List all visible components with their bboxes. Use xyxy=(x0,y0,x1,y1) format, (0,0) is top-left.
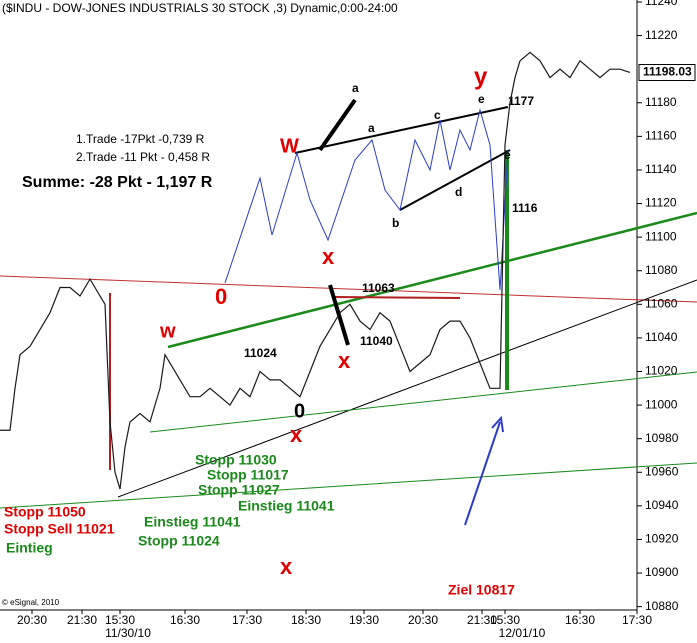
wave-label: a xyxy=(352,81,359,95)
wave-label: 0 xyxy=(215,284,227,309)
annotation: Stopp Sell 11021 xyxy=(4,521,115,537)
wave-line xyxy=(318,98,357,152)
annotation: Einstieg 11041 xyxy=(238,498,335,514)
y-tick-label: 11060 xyxy=(645,296,678,310)
copyright: © eSignal, 2010 xyxy=(2,598,60,607)
y-tick-label: 10940 xyxy=(645,498,679,512)
y-tick-label: 11160 xyxy=(645,129,677,143)
x-tick-label: 17:30 xyxy=(622,613,652,627)
x-tick-label: 16:30 xyxy=(170,613,200,627)
price-note: 11040 xyxy=(360,334,393,348)
date-label: 11/30/10 xyxy=(105,626,151,640)
price-note: 11024 xyxy=(244,346,277,360)
y-tick-label: 11240 xyxy=(645,0,678,8)
wave-label: w xyxy=(159,320,176,342)
annotation: Ziel 10817 xyxy=(448,582,515,598)
y-tick-label: 10980 xyxy=(645,431,679,445)
y-tick-label: 11180 xyxy=(645,95,677,109)
wave-line xyxy=(399,149,511,211)
wave-label: x xyxy=(338,348,351,373)
arrow-head xyxy=(491,415,504,433)
x-tick-label: 18:30 xyxy=(291,613,321,627)
annotation: 1.Trade -17Pkt -0,739 R xyxy=(76,132,205,146)
annotation: Stopp 11017 xyxy=(207,467,289,483)
date-label: 12/01/10 xyxy=(499,626,546,640)
y-tick-label: 11000 xyxy=(645,397,678,411)
wave-label: x xyxy=(280,554,293,579)
wave-label: b xyxy=(392,216,399,230)
price-note: 11063 xyxy=(362,281,395,295)
price-line xyxy=(0,51,631,490)
trend-line xyxy=(117,279,697,498)
x-tick-label: 15:30 xyxy=(105,613,135,627)
x-tick-label: 20:30 xyxy=(408,613,438,627)
level-line xyxy=(334,296,461,299)
wave-label: d xyxy=(455,185,462,199)
annotation: Stopp 11030 xyxy=(195,452,277,468)
wave-label: e xyxy=(478,92,485,106)
wave-path xyxy=(224,108,509,291)
annotation: Stopp 11024 xyxy=(138,533,220,549)
x-tick-label: 20:30 xyxy=(17,613,47,627)
trend-line xyxy=(0,275,697,303)
y-tick-label: 11020 xyxy=(645,364,678,378)
arrow xyxy=(464,421,501,526)
x-tick-label: 15:30 xyxy=(490,613,520,627)
annotation: Stopp 11027 xyxy=(198,482,280,498)
trend-line xyxy=(149,371,697,433)
price-note: 1116 xyxy=(512,201,538,215)
trend-line xyxy=(0,462,697,509)
wave-label: c xyxy=(434,108,441,122)
x-tick-label: 21:30 xyxy=(467,613,497,627)
wave-label: 0 xyxy=(294,400,305,422)
wave-label: x xyxy=(290,422,303,447)
price-note: 1177 xyxy=(508,94,534,108)
annotation: Summe: -28 Pkt - 1,197 R xyxy=(22,174,213,191)
x-tick-label: 17:30 xyxy=(232,613,262,627)
annotation: Einstieg 11041 xyxy=(144,514,241,530)
wave-label: a xyxy=(368,121,375,135)
y-tick-label: 11140 xyxy=(645,162,677,176)
chart-title: ($INDU - DOW-JONES INDUSTRIALS 30 STOCK … xyxy=(2,1,398,15)
trend-line xyxy=(167,211,697,349)
y-tick-label: 11080 xyxy=(645,263,678,277)
x-tick-label: 16:30 xyxy=(565,613,595,627)
annotation: 2.Trade -11 Pkt - 0,458 R xyxy=(76,150,210,164)
wave-label: y xyxy=(474,63,488,90)
y-tick-label: 11040 xyxy=(645,330,678,344)
y-tick-label: 11120 xyxy=(645,196,677,210)
last-price-box xyxy=(638,63,696,81)
y-tick-label: 10960 xyxy=(645,464,679,478)
y-tick-label: 11220 xyxy=(645,28,678,42)
y-tick-label: 10920 xyxy=(645,532,679,546)
y-tick-label: 10880 xyxy=(645,599,679,613)
x-tick-label: 19:30 xyxy=(349,613,379,627)
last-price-label: 11198.03 xyxy=(643,65,692,79)
wave-label: W xyxy=(280,135,299,157)
y-tick-label: 11100 xyxy=(645,229,677,243)
y-tick-label: 10900 xyxy=(645,565,679,579)
annotation: Eintieg xyxy=(6,540,53,556)
annotation: Stopp 11050 xyxy=(4,504,86,520)
wave-label: e xyxy=(504,148,511,162)
wave-line xyxy=(294,106,509,154)
x-tick-label: 21:30 xyxy=(67,613,97,627)
wave-label: x xyxy=(322,244,335,269)
